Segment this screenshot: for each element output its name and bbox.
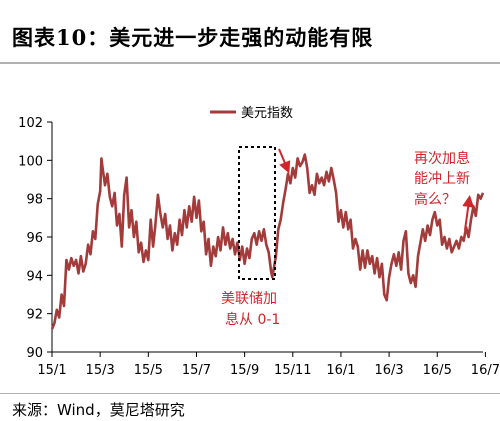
y-tick-label: 90 — [26, 346, 43, 361]
x-tick-label: 15/3 — [86, 363, 115, 378]
x-axis: 15/1 15/3 15/5 15/7 15/9 15/11 16/1 16/3 16/5 16/… — [37, 351, 500, 378]
x-tick-label: 15/11 — [274, 363, 311, 378]
series-layer — [50, 153, 485, 330]
source-note: 来源：Wind，莫尼塔研究 — [12, 401, 185, 419]
x-tick-label: 15/9 — [230, 363, 259, 378]
annotation-new-high: 再次加息 能冲上新 高么？ — [414, 150, 474, 208]
footer-divider — [0, 393, 500, 394]
x-tick-label: 16/5 — [423, 363, 452, 378]
y-tick-label: 98 — [26, 193, 43, 208]
series-line-0 — [50, 153, 485, 330]
x-tick-label: 16/1 — [326, 363, 355, 378]
y-axis: 90 92 94 96 98 100 102 — [18, 116, 53, 361]
x-tick-label: 15/7 — [182, 363, 211, 378]
x-tick-label: 15/5 — [134, 363, 163, 378]
y-tick-label: 94 — [26, 269, 43, 284]
y-tick-label: 92 — [26, 308, 43, 323]
legend-label: 美元指数 — [241, 106, 293, 121]
down-arrow — [278, 148, 291, 174]
y-tick-label: 100 — [18, 154, 43, 169]
annotation-fed-hike: 美联储加 息从 0-1 — [221, 291, 281, 328]
figure-title: 图表10：美元进一步走强的动能有限 — [12, 25, 374, 50]
y-tick-label: 102 — [18, 116, 43, 131]
x-tick-label: 15/1 — [37, 363, 66, 378]
highlight-box — [238, 146, 276, 280]
x-tick-label: 16/3 — [374, 363, 403, 378]
y-tick-label: 96 — [26, 231, 43, 246]
x-tick-label: 16/7 — [471, 363, 500, 378]
legend: 美元指数 — [210, 106, 293, 121]
title-divider — [0, 62, 500, 64]
up-arrow — [462, 195, 475, 231]
annotations: 美联储加 息从 0-1 再次加息 能冲上新 高么？ — [221, 146, 475, 328]
